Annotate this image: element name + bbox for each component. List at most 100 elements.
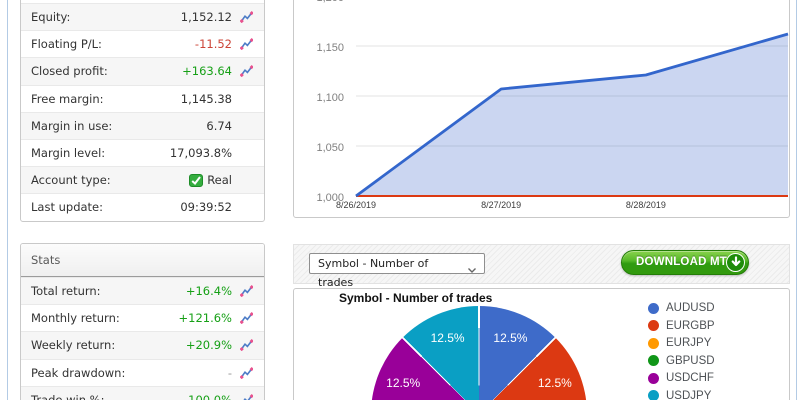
y-axis-tick-label: 1,050: [316, 142, 344, 154]
table-row: Margin level: 17,093.8%: [21, 138, 264, 166]
y-axis-tick-label: 1,150: [316, 42, 344, 54]
table-row: Peak drawdown: -: [21, 358, 264, 386]
chart-line-icon[interactable]: [239, 366, 254, 379]
row-value: +20.9%: [185, 338, 232, 353]
row-label: Peak drawdown:: [31, 365, 126, 380]
stats-panel-title: Stats: [31, 253, 61, 267]
pie-legend: AUDUSD EURGBP EURJPY GBPUSD USDCHF USDJPY: [648, 300, 715, 400]
chart-line-icon[interactable]: [239, 38, 254, 51]
table-row: Trade win %: 100.0%: [21, 385, 264, 400]
chart-line-icon[interactable]: [239, 312, 254, 325]
pie-slice-label: 12.5%: [430, 331, 465, 346]
row-value: -11.52: [194, 37, 232, 52]
row-label: Free margin:: [31, 91, 104, 106]
chart-line-icon[interactable]: [239, 339, 254, 352]
legend-item-GBPUSD[interactable]: GBPUSD: [648, 352, 715, 370]
row-label: Margin level:: [31, 146, 106, 161]
chart-line-icon[interactable]: [240, 393, 254, 400]
legend-color-dot: [648, 337, 659, 349]
equity-growth-chart-card: 1,000 1,050 1,100 1,150 1,200 8/26/2019 8/27/2…: [293, 0, 790, 218]
row-value: 1,152.12: [180, 10, 232, 25]
pie-slice-label: 12.5%: [493, 331, 528, 346]
row-label: Last update:: [31, 200, 104, 215]
row-label: Trade win %:: [31, 392, 105, 400]
row-value: 100.0%: [188, 392, 232, 400]
legend-color-dot: [648, 372, 659, 384]
chart-toolbar: Symbol - Number of trades DOWNLOAD MT4: [293, 244, 790, 289]
row-value: +163.64: [182, 64, 232, 79]
real-checkbox-icon: [189, 173, 204, 187]
row-label: Total return:: [31, 284, 101, 299]
legend-color-dot: [648, 355, 659, 367]
legend-item-EURJPY[interactable]: EURJPY: [648, 335, 715, 353]
legend-label: AUDUSD: [666, 302, 715, 315]
pie-slice-label: 12.5%: [386, 375, 421, 390]
x-axis-tick-label: 8/28/2019: [626, 200, 666, 210]
row-value: 1,145.38: [180, 91, 232, 106]
legend-color-dot: [648, 320, 659, 332]
y-axis-tick-label: 1,000: [316, 192, 344, 204]
table-row: Account type: Real: [21, 166, 264, 194]
row-label: Closed profit:: [31, 64, 108, 79]
chevron-down-icon: [467, 261, 477, 280]
table-row: Total return: +16.4%: [21, 277, 264, 305]
legend-label: USDJPY: [666, 389, 712, 400]
download-mt4-button[interactable]: DOWNLOAD MT4: [621, 250, 749, 275]
chart-line-icon[interactable]: [239, 65, 254, 78]
pie-chart-title: Symbol - Number of trades: [339, 291, 493, 305]
equity-line: [355, 32, 789, 198]
legend-label: EURJPY: [666, 337, 712, 350]
legend-item-USDJPY[interactable]: USDJPY: [648, 387, 715, 400]
x-axis-tick-label: 8/27/2019: [481, 200, 521, 210]
pie-chart-card: Symbol - Number of trades 12.5%12.5%25%2…: [293, 288, 790, 400]
legend-color-dot: [648, 302, 659, 314]
table-row: Weekly return: +20.9%: [21, 331, 264, 359]
legend-item-USDCHF[interactable]: USDCHF: [648, 370, 715, 388]
table-row: Last update: 09:39:52: [21, 193, 264, 220]
left-edge-divider: [7, 0, 8, 400]
row-value: 09:39:52: [180, 200, 232, 215]
row-label: Monthly return:: [31, 311, 120, 326]
stats-panel-header: Stats: [21, 244, 264, 277]
legend-item-EURGBP[interactable]: EURGBP: [648, 317, 715, 335]
stats-rows: Total return: +16.4% Monthly return: +12…: [21, 277, 264, 400]
x-axis-tick-label: 8/26/2019: [336, 200, 376, 210]
legend-item-AUDUSD[interactable]: AUDUSD: [648, 300, 715, 318]
y-axis-tick-label: 1,200: [316, 0, 344, 4]
download-arrow-icon: [726, 253, 745, 272]
pie-slice-label: 12.5%: [537, 375, 572, 390]
legend-label: EURGBP: [666, 319, 715, 332]
legend-label: USDCHF: [666, 372, 714, 385]
row-value: -: [227, 365, 232, 380]
row-label: Margin in use:: [31, 118, 113, 133]
row-label: Equity:: [31, 10, 71, 25]
right-edge-divider: [796, 0, 797, 400]
chart-line-icon[interactable]: [239, 11, 254, 24]
table-row: Margin in use: 6.74: [21, 111, 264, 139]
chart-type-select[interactable]: Symbol - Number of trades: [309, 253, 485, 289]
table-row: Monthly return: +121.6%: [21, 304, 264, 331]
row-value: Real: [189, 173, 232, 187]
y-axis-tick-label: 1,100: [316, 92, 344, 104]
table-row: Equity: 1,152.12: [21, 3, 264, 31]
row-value: 17,093.8%: [169, 146, 232, 161]
download-mt4-label: DOWNLOAD MT4: [636, 256, 734, 268]
table-row: Free margin: 1,145.38: [21, 84, 264, 112]
table-row: Floating P/L: -11.52: [21, 30, 264, 57]
row-label: Floating P/L:: [31, 37, 102, 52]
chart-line-icon[interactable]: [239, 285, 254, 298]
row-label: Account type:: [31, 173, 111, 188]
account-info-panel: Equity: 1,152.12 Floating P/L: -11.52 Cl…: [20, 0, 265, 222]
legend-label: GBPUSD: [666, 354, 715, 367]
row-value: +121.6%: [178, 311, 233, 326]
row-value: 6.74: [206, 118, 232, 133]
stats-panel: Stats Total return: +16.4% Monthly retur…: [20, 243, 265, 400]
account-info-rows: Equity: 1,152.12 Floating P/L: -11.52 Cl…: [21, 3, 264, 221]
legend-color-dot: [648, 390, 659, 400]
equity-area-fill: [356, 34, 788, 196]
row-label: Weekly return:: [31, 338, 116, 353]
equity-growth-chart: 1,000 1,050 1,100 1,150 1,200 8/26/2019 8/27/2…: [316, 0, 789, 210]
chart-type-select-value: Symbol - Number of trades: [318, 257, 429, 289]
table-row: Closed profit: +163.64: [21, 57, 264, 85]
